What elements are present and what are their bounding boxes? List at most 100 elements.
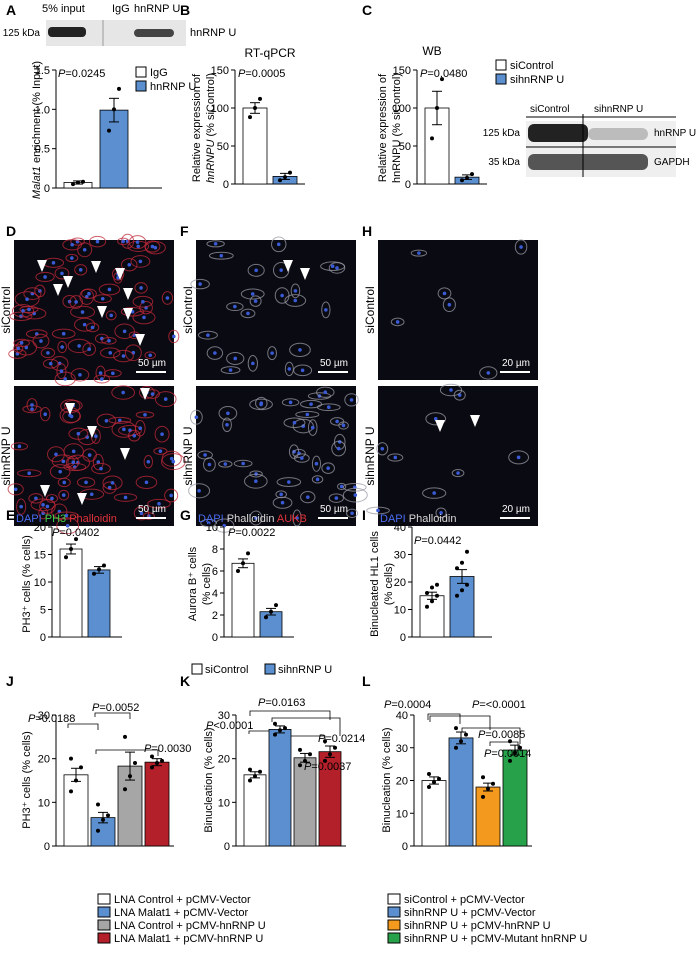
- cell-outline: [93, 374, 111, 384]
- cell-outline: [366, 506, 390, 515]
- cell-outline: [293, 453, 310, 463]
- micrograph-d-sihnrnpu-cells: [7, 385, 186, 535]
- nucleus: [259, 402, 263, 407]
- cell-outline: [331, 440, 347, 457]
- nucleus: [447, 302, 452, 307]
- nucleus: [16, 346, 21, 351]
- nucleus: [41, 502, 45, 507]
- point-K-3-0: [323, 758, 327, 763]
- cell-outline: [45, 494, 58, 503]
- cell-outline: [96, 413, 117, 428]
- point-I-1-0: [455, 593, 459, 598]
- label-part: =0.0085: [485, 729, 525, 741]
- point-K-0-3: [248, 767, 252, 772]
- cell-outline: [299, 399, 323, 409]
- point-K-0-1: [253, 774, 257, 779]
- blot-c-band-3: [528, 154, 648, 170]
- cell-outline: [425, 412, 447, 426]
- pvalue-c: P=0.0480: [420, 68, 467, 80]
- point-K-0-0: [248, 778, 252, 783]
- ylabel-b-2: hnRNPU (% siControl): [205, 73, 217, 183]
- nucleus: [46, 351, 50, 355]
- nucleus: [169, 493, 173, 498]
- nucleus: [19, 504, 23, 509]
- cell-outline: [51, 328, 76, 339]
- nucleus: [95, 239, 100, 244]
- cell-outline: [130, 255, 151, 268]
- nucleus: [138, 426, 143, 431]
- nucleus: [432, 491, 436, 495]
- point-J-0-1: [74, 778, 78, 783]
- blot-c-lane-sihnrnpu: sihnRNP U: [594, 104, 643, 115]
- cell-outline: [233, 459, 253, 468]
- nucleus: [60, 345, 64, 349]
- cell-outline: [54, 267, 70, 280]
- point-K-1-0: [273, 732, 277, 737]
- nucleus: [144, 480, 149, 485]
- cell-outline: [320, 261, 346, 272]
- cell-outline: [132, 295, 154, 308]
- point-E-0-0: [64, 555, 68, 560]
- bar-K-1: [268, 729, 292, 847]
- cell-outline: [249, 510, 263, 526]
- nucleus: [449, 388, 453, 392]
- cell-outline: [220, 366, 241, 375]
- point-J-3-0: [150, 765, 154, 770]
- label-part: P: [318, 733, 326, 745]
- legend-j-label-2: LNA Control + pCMV-hnRNP U: [114, 920, 266, 932]
- title-c: WB: [422, 44, 441, 58]
- nucleus: [292, 420, 297, 425]
- nucleus: [90, 325, 95, 330]
- cell-outline: [65, 253, 79, 263]
- nucleus: [251, 361, 255, 366]
- nucleus: [76, 431, 81, 436]
- nucleus: [353, 493, 358, 497]
- nucleus: [276, 242, 281, 247]
- ytick-label-B-3: 150: [211, 65, 229, 77]
- point-L-2-1: [486, 786, 490, 791]
- nucleus: [233, 356, 238, 361]
- legend-l-swatch-0: [387, 893, 401, 905]
- bracket-j-1: [67, 723, 99, 730]
- cell-outline: [321, 301, 331, 319]
- pvalue-j-2: P=0.0052: [92, 702, 139, 714]
- cell-outline: [435, 507, 447, 519]
- micrograph-d-sihnrnpu-arrowhead-3: [40, 485, 50, 497]
- bar-L-0: [421, 780, 447, 847]
- micrograph-f-sihnrnpu-cells: [188, 386, 368, 533]
- point-L-0-1: [432, 780, 436, 785]
- micro-F-stain-legend: DAPI Phalloidin AUKB: [198, 513, 307, 525]
- legend-j-swatch-2: [97, 919, 111, 931]
- point-J-0-2: [79, 765, 83, 770]
- nucleus: [146, 459, 151, 464]
- pvalue-e: P=0.0402: [52, 527, 99, 539]
- legend-j-swatch-3: [97, 932, 111, 944]
- ylabel-g-2: (% cells): [201, 563, 213, 605]
- blot-a-band-hnrnpu: [134, 29, 174, 37]
- point-L-2-3: [481, 775, 485, 780]
- nucleus: [350, 511, 354, 516]
- ytick-label-G-5: 10: [206, 522, 218, 534]
- blot-c-mw-2: 35 kDa: [488, 157, 520, 168]
- ytick-label-C-1: 50: [399, 141, 411, 153]
- point-L-1-2: [464, 732, 468, 737]
- label-part: =0.0442: [421, 535, 461, 547]
- point-K-2-3: [298, 747, 302, 752]
- cell-outline: [74, 264, 88, 276]
- cell-outline: [85, 322, 100, 333]
- point-I-0-3: [425, 591, 429, 595]
- cell-outline: [143, 455, 154, 469]
- point-K-3-3: [323, 739, 327, 744]
- cell-outline: [54, 511, 79, 520]
- nucleus: [27, 307, 31, 312]
- point-E-1-2: [102, 563, 106, 568]
- nucleus: [395, 320, 400, 324]
- nucleus: [305, 495, 310, 499]
- cell-outline: [92, 453, 104, 471]
- point-L-0-3: [427, 771, 431, 776]
- cell-outline: [7, 483, 24, 496]
- pvalue-k-1: P<0.0001: [206, 720, 253, 732]
- cell-outline: [39, 407, 51, 422]
- cell-outline: [275, 490, 287, 499]
- cell-outline: [13, 338, 30, 347]
